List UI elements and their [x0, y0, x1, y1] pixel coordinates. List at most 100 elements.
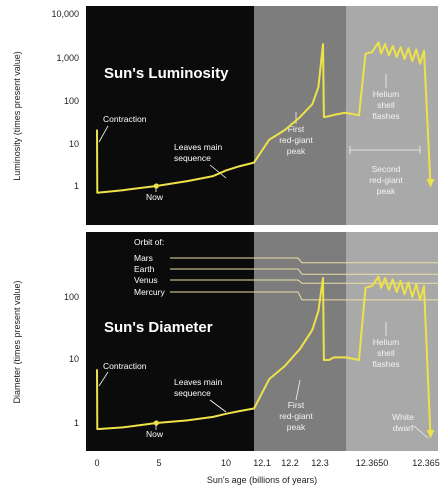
diameter-line-point: [364, 287, 367, 289]
luminosity-line-point: [332, 114, 335, 116]
dia-ytick-label: 1: [74, 418, 79, 428]
diameter-line-point: [253, 407, 255, 410]
dia-ytick-label: 10: [69, 354, 79, 364]
dia-leaves-pointer: [209, 399, 227, 413]
luminosity-line-point: [345, 112, 347, 114]
lum-ann-first-peak-1: First: [288, 124, 305, 134]
orbit-label: Earth: [134, 264, 155, 274]
luminosity-panel: 10,000 1,000 100 10 1 Luminosity (times …: [12, 6, 438, 225]
luminosity-line-point: [403, 58, 406, 60]
luminosity-line-point: [328, 115, 330, 117]
lum-panel-title: Sun's Luminosity: [104, 65, 229, 82]
lum-ytick-label: 100: [64, 96, 79, 106]
diameter-line-point: [423, 285, 425, 287]
diameter-line-point: [317, 310, 320, 312]
luminosity-line-point: [322, 43, 324, 45]
lum-ytick-label: 10,000: [51, 9, 79, 19]
dia-orbit-header: Orbit of:: [134, 237, 164, 247]
luminosity-line-point: [399, 46, 402, 48]
luminosity-line-point: [364, 52, 367, 55]
orbit-label: Mercury: [134, 287, 165, 297]
orbit-line-earth: [170, 268, 438, 275]
luminosity-line-point: [311, 103, 314, 105]
diameter-line-point: [384, 277, 386, 279]
diameter-line-point: [186, 419, 189, 422]
luminosity-line-point: [96, 129, 98, 131]
diameter-line-point: [399, 280, 402, 282]
diameter-line-point: [212, 416, 214, 418]
luminosity-line-point: [388, 54, 390, 56]
lum-leaves-pointer: [209, 164, 227, 179]
diameter-line-point: [311, 329, 314, 331]
dia-ann-now: Now: [146, 429, 164, 439]
dia-ann-first-peak-1: First: [288, 400, 305, 410]
dia-white-dwarf-pointer: [413, 425, 429, 439]
x-tick-label: 10: [221, 458, 231, 468]
lum-ann-now: Now: [146, 192, 164, 202]
luminosity-line-point: [253, 161, 255, 164]
diameter-line-point: [392, 278, 394, 281]
lum-ytick-label: 1: [74, 181, 79, 191]
lum-ann-second-peak-1: Second: [372, 164, 401, 174]
luminosity-line-point: [283, 129, 286, 131]
luminosity-line-point: [384, 43, 386, 45]
luminosity-line-point: [407, 47, 410, 49]
dia-ann-first-peak-3: peak: [287, 422, 306, 432]
luminosity-line-point: [358, 114, 360, 117]
lum-ann-first-peak-3: peak: [287, 146, 306, 156]
x-tick-label: 12.1: [253, 458, 271, 468]
orbit-line-mercury: [170, 291, 438, 301]
now-marker: [153, 420, 159, 426]
dia-panel-title: Sun's Diameter: [104, 319, 213, 336]
diameter-black-region: [86, 232, 254, 451]
luminosity-line-point: [392, 45, 394, 47]
luminosity-line-point: [395, 56, 398, 58]
luminosity-line-point: [429, 185, 432, 187]
x-axis-title: Sun's age (billions of years): [207, 475, 317, 485]
luminosity-line-point: [299, 116, 301, 118]
luminosity-line-point: [96, 191, 99, 194]
luminosity-line-point: [415, 48, 418, 51]
diameter-line-point: [96, 369, 98, 371]
x-tick-label: 5: [156, 458, 161, 468]
luminosity-line-point: [423, 49, 425, 52]
x-tick-label: 12.3: [311, 458, 329, 468]
diameter-line-point: [283, 365, 286, 367]
lum-ytick-label: 10: [69, 139, 79, 149]
luminosity-curve-layer: [96, 41, 435, 194]
diameter-line-point: [415, 283, 418, 285]
diameter-line-point: [96, 428, 99, 430]
luminosity-line-point: [343, 112, 346, 114]
diameter-line-point: [403, 293, 406, 296]
diameter-line-point: [371, 285, 373, 287]
dia-ann-white-dwarf-1: White: [392, 412, 414, 422]
dia-ann-leaves-2: sequence: [174, 388, 211, 398]
luminosity-line-point: [225, 169, 227, 172]
lum-ann-first-peak-2: red-giant: [279, 135, 313, 145]
lum-ann-second-peak-2: red-giant: [369, 175, 403, 185]
x-tick-label: 12.365: [412, 458, 440, 468]
lum-y-axis-title: Luminosity (times present value): [12, 51, 22, 181]
lum-ann-helium-2: shell: [377, 100, 395, 110]
diameter-line-point: [411, 296, 414, 298]
luminosity-line-point: [411, 60, 414, 62]
diameter-line-point: [268, 378, 271, 380]
diameter-line-point: [322, 277, 324, 279]
diameter-line-point: [328, 359, 330, 361]
x-tick-label: 12.3650: [356, 458, 389, 468]
lum-contraction-pointer: [98, 125, 109, 143]
diameter-line-point: [343, 356, 346, 359]
dia-ytick-label: 100: [64, 292, 79, 302]
x-tick-label: 0: [94, 458, 99, 468]
lum-ann-helium-3: flashes: [373, 111, 400, 121]
diameter-panel: 100 10 1 Diameter (times present value) …: [12, 232, 438, 451]
lum-ann-leaves-2: sequence: [174, 153, 211, 163]
luminosity-line-point: [323, 116, 325, 118]
diameter-line-point: [345, 356, 347, 359]
dia-ann-contraction: Contraction: [103, 361, 147, 371]
dia-ann-helium-3: flashes: [373, 359, 400, 369]
diameter-line-point: [358, 359, 360, 361]
lum-ytick-label: 1,000: [56, 53, 79, 63]
diameter-line-point: [122, 426, 124, 429]
